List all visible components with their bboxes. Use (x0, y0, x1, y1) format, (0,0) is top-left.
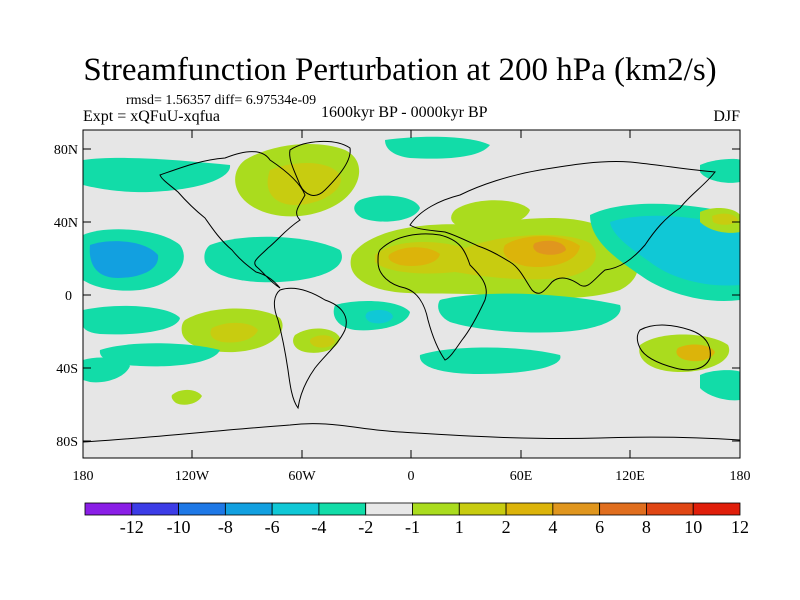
coast-eurasia (409, 161, 716, 294)
anomaly-arctic-negative-east (385, 136, 490, 159)
colorbar-swatch (646, 502, 694, 516)
lat-label-80n: 80N (54, 143, 78, 158)
lon-label-120w: 120W (175, 469, 210, 484)
coast-antarctica (82, 423, 741, 443)
colorbar-label: 10 (684, 517, 702, 537)
lon-label-120e: 120E (615, 469, 645, 484)
colorbar-swatch (458, 502, 507, 516)
anomaly-south-america-core (309, 335, 335, 348)
coast-australia (636, 324, 711, 371)
colorbar-label: 6 (595, 517, 604, 537)
coastlines (82, 140, 741, 443)
anomaly-north-pacific-core (89, 241, 159, 278)
anomaly-north-atlantic-negative (354, 195, 420, 222)
lat-ticks (83, 148, 740, 442)
colorbar-swatch (84, 502, 133, 516)
colorbar-swatch (318, 502, 367, 516)
colorbar-swatch (224, 502, 273, 516)
anomaly-north-america-core (267, 163, 341, 205)
coast-south-america (273, 287, 347, 410)
colorbar-swatch (412, 502, 460, 516)
anomaly-southern-ocean-negative-west (83, 357, 130, 383)
lon-label-0: 0 (408, 469, 415, 484)
anomaly-atlantic-negative (204, 236, 342, 283)
colorbar-label: 2 (502, 517, 511, 537)
colorbar-label: 12 (731, 517, 749, 537)
coast-greenland (289, 140, 351, 196)
anomaly-south-indian-negative (419, 347, 561, 374)
anomaly-arctic-negative (83, 157, 231, 193)
anomaly-australia-core (676, 344, 715, 362)
colorbar-label: -4 (311, 517, 326, 537)
lon-ticks (82, 130, 741, 458)
experiment-label: Expt = xQFuU-xqfua (83, 108, 221, 125)
anomaly-arctic-pacific-negative (700, 158, 740, 183)
colorbar-label: -6 (265, 517, 280, 537)
colorbar-swatch (365, 502, 413, 516)
anomaly-tropical-east-pacific-negative (83, 305, 180, 335)
lat-label-eq: 0 (65, 289, 72, 304)
lon-label-60w: 60W (288, 469, 316, 484)
lon-label-60e: 60E (510, 469, 533, 484)
lat-label-40s: 40S (56, 362, 78, 377)
period-label: 1600kyr BP - 0000kyr BP (321, 104, 488, 121)
colorbar-swatch (131, 502, 179, 516)
colorbar-swatch (271, 502, 320, 516)
lat-label-80s: 80S (56, 435, 78, 450)
anomaly-south-pacific-core (210, 322, 258, 343)
map-title: Streamfunction Perturbation at 200 hPa (… (83, 52, 717, 88)
anomaly-south-asia-peak (533, 240, 566, 255)
coast-north-america (159, 151, 306, 289)
colorbar: -12 -10 -8 -6 -4 -2 -1 1 2 4 6 8 10 12 (84, 502, 749, 537)
anomaly-dateline-positive-core (712, 213, 738, 225)
anomaly-southern-ocean-positive (171, 389, 202, 405)
colorbar-swatch (552, 502, 601, 516)
colorbar-swatch (599, 502, 647, 516)
colorbar-label: 8 (642, 517, 651, 537)
lon-label-180e: 180 (730, 469, 751, 484)
field-contours (83, 136, 740, 405)
colorbar-label: -1 (405, 517, 420, 537)
anomaly-southern-pacific-negative (700, 370, 740, 401)
lon-label-180w: 180 (73, 469, 94, 484)
anomaly-north-africa-core (388, 247, 440, 266)
season-label: DJF (713, 108, 740, 125)
colorbar-label: 4 (548, 517, 557, 537)
colorbar-label: -12 (120, 517, 144, 537)
lat-label-40n: 40N (54, 216, 78, 231)
colorbar-swatch (692, 502, 741, 516)
anomaly-southern-ocean-negative (99, 343, 220, 367)
colorbar-label: -10 (167, 517, 191, 537)
colorbar-label: 1 (455, 517, 464, 537)
coast-africa (377, 233, 487, 361)
colorbar-swatch (178, 502, 226, 516)
stats-label: rmsd= 1.56357 diff= 6.97534e-09 (126, 93, 317, 108)
colorbar-label: -8 (218, 517, 233, 537)
anomaly-west-pacific-core (610, 215, 740, 286)
colorbar-swatch (505, 502, 554, 516)
colorbar-label: -2 (358, 517, 373, 537)
anomaly-south-atlantic-core (365, 309, 393, 324)
